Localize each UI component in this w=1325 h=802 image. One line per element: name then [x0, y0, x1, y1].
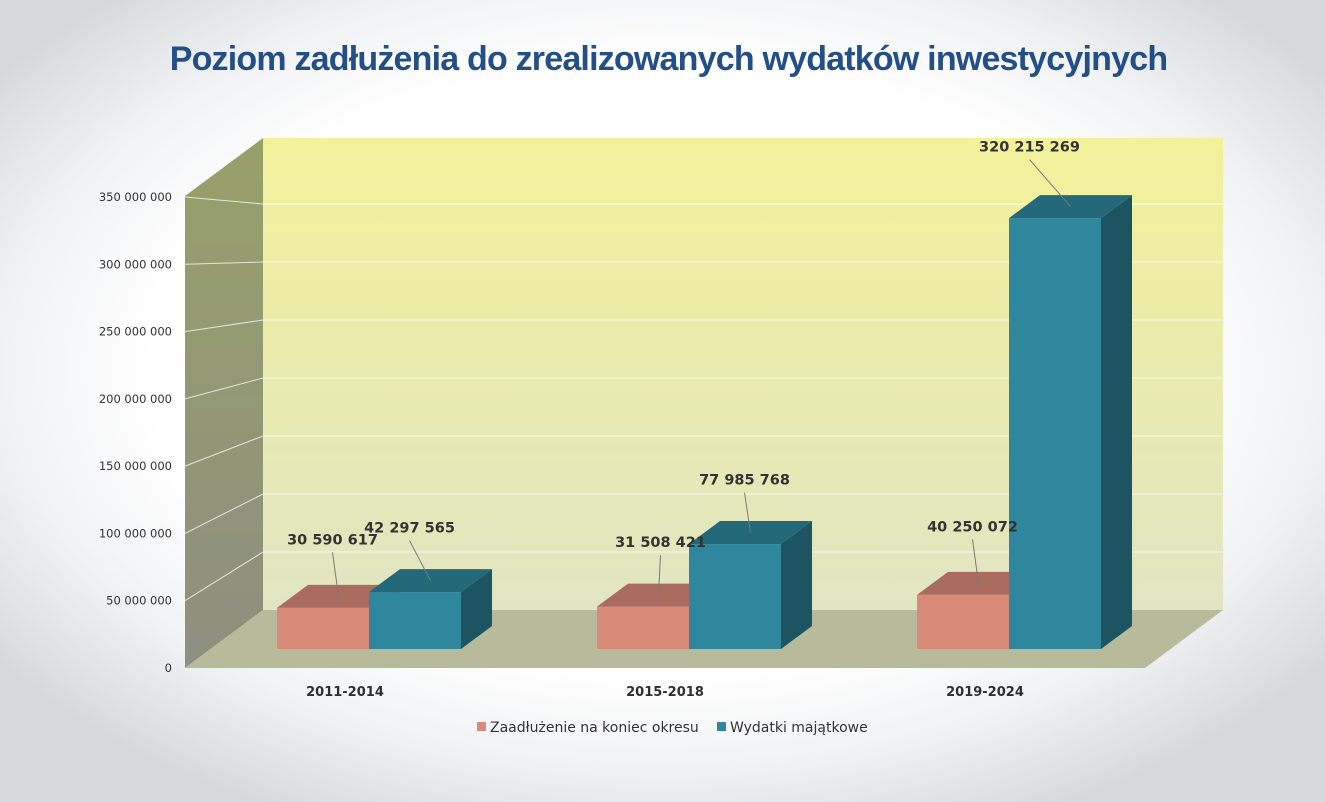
bar-front [1009, 218, 1101, 650]
gridlines [184, 196, 1223, 602]
y-tick-label: 250 000 000 [99, 325, 172, 339]
bar-front [277, 607, 369, 649]
gridline [184, 493, 1223, 534]
leader-line [1029, 159, 1071, 207]
y-tick-label: 200 000 000 [99, 392, 172, 406]
data-label: 77 985 768 [699, 473, 790, 489]
legend-swatch [477, 722, 486, 731]
gridline [184, 319, 1223, 333]
legend-item: Wydatki majątkowe [717, 720, 868, 736]
chart-title: Poziom zadłużenia do zrealizowanych wyda… [169, 40, 1168, 78]
bar-side [461, 569, 492, 649]
leader-line [972, 539, 979, 584]
data-label: 42 297 565 [364, 521, 455, 537]
y-tick-label: 100 000 000 [99, 526, 172, 540]
legend: Zaadłużenie na koniec okresu Wydatki mają… [477, 720, 868, 736]
y-axis: 0 50 000 000 100 000 000 150 000 000 200 000… [99, 190, 172, 675]
x-axis: 2011-2014 2015-2018 2019-2024 [306, 685, 1024, 700]
bar-side [781, 521, 812, 649]
side-wall [185, 138, 263, 668]
y-tick-label: 50 000 000 [106, 594, 172, 608]
y-tick-label: 350 000 000 [99, 190, 172, 204]
data-label: 320 215 269 [979, 140, 1080, 156]
gridline [184, 435, 1223, 467]
category-label: 2019-2024 [946, 685, 1024, 700]
bar-side [1101, 195, 1132, 650]
y-tick-label: 300 000 000 [99, 257, 172, 271]
data-label: 31 508 421 [615, 535, 706, 551]
leader-line [409, 540, 431, 581]
legend-label: Zaadłużenie na koniec okresu [490, 720, 699, 736]
gridline [184, 377, 1223, 400]
gridline [184, 551, 1223, 602]
gridline [184, 261, 1223, 265]
leader-line [744, 492, 751, 533]
gridline [184, 196, 1223, 205]
bar-front [917, 594, 1009, 649]
category-label: 2011-2014 [306, 685, 384, 700]
legend-label: Wydatki majątkowe [730, 720, 868, 736]
data-label: 30 590 617 [287, 532, 378, 548]
bar-capex-2011-2014 [369, 569, 492, 649]
legend-swatch [717, 722, 726, 731]
y-tick-label: 150 000 000 [99, 459, 172, 473]
leader-line [332, 552, 339, 597]
category-label: 2015-2018 [626, 685, 704, 700]
y-tick-label: 0 [165, 661, 172, 675]
bar-front [597, 606, 689, 649]
bar-capex-2019-2024 [1009, 195, 1132, 650]
bar-capex-2015-2018 [689, 521, 812, 649]
bars [277, 195, 1132, 650]
data-label: 40 250 072 [927, 519, 1018, 535]
bar-front [689, 544, 781, 649]
leader-line [658, 555, 661, 596]
bar-front [369, 592, 461, 649]
legend-item: Zaadłużenie na koniec okresu [477, 720, 699, 736]
